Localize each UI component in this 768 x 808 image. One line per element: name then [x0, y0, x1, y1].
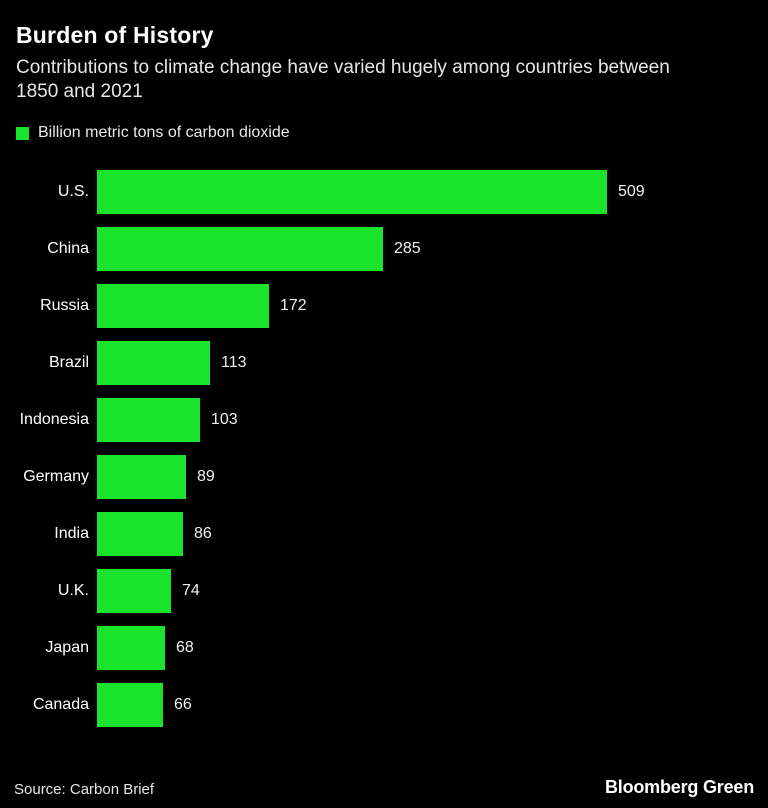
value-label: 89 [197, 467, 215, 485]
bar [97, 454, 186, 499]
chart-header: Burden of History Contributions to clima… [0, 0, 768, 104]
bar-row: China 285 [0, 220, 768, 277]
bar [97, 568, 171, 613]
bar [97, 625, 165, 670]
value-label: 86 [194, 524, 212, 542]
category-label: India [54, 524, 89, 542]
bar-row: U.K. 74 [0, 562, 768, 619]
chart-footer: Source: Carbon Brief Bloomberg Green [14, 777, 754, 798]
bar-track: 285 [97, 220, 768, 277]
bar-track: 66 [97, 676, 768, 733]
value-label: 113 [221, 353, 247, 371]
value-label: 74 [182, 581, 200, 599]
chart-subtitle: Contributions to climate change have var… [16, 57, 670, 103]
bar-track: 113 [97, 334, 768, 391]
legend: Billion metric tons of carbon dioxide [16, 124, 752, 142]
category-label: Russia [40, 296, 89, 314]
bar-row: Brazil 113 [0, 334, 768, 391]
category-label: U.S. [57, 182, 89, 200]
bar-track: 509 [97, 163, 768, 220]
bar-row: Indonesia 103 [0, 391, 768, 448]
bar [97, 340, 210, 385]
category-label: Brazil [48, 353, 89, 371]
bar [97, 397, 200, 442]
value-label: 66 [174, 695, 192, 713]
bar-track: 86 [97, 505, 768, 562]
bar-row: Russia 172 [0, 277, 768, 334]
value-label: 509 [618, 182, 645, 200]
legend-swatch-icon [16, 126, 29, 140]
value-label: 103 [211, 410, 238, 428]
value-label: 68 [176, 638, 194, 656]
bar-row: U.S. 509 [0, 163, 768, 220]
bar [97, 169, 607, 214]
category-label: Japan [45, 638, 89, 656]
category-label: China [47, 239, 89, 257]
source-note: Source: Carbon Brief [14, 781, 155, 798]
bar [97, 283, 269, 328]
bar [97, 511, 183, 556]
bar-track: 74 [97, 562, 768, 619]
category-label: U.K. [57, 581, 89, 599]
category-label: Indonesia [19, 410, 89, 428]
bar [97, 226, 383, 271]
bar-chart: U.S. 509 China 285 Russia 172 Brazil [0, 163, 768, 733]
chart-title: Burden of History [16, 22, 214, 48]
legend-label: Billion metric tons of carbon dioxide [38, 124, 290, 142]
category-label: Germany [23, 467, 89, 485]
bar-row: Japan 68 [0, 619, 768, 676]
bar-row: Canada 66 [0, 676, 768, 733]
bloomberg-green-logo: Bloomberg Green [604, 777, 754, 797]
bar-track: 89 [97, 448, 768, 505]
bar-row: India 86 [0, 505, 768, 562]
value-label: 285 [394, 239, 421, 257]
category-label: Canada [32, 695, 89, 713]
bar [97, 682, 163, 727]
bar-row: Germany 89 [0, 448, 768, 505]
value-label: 172 [280, 296, 307, 314]
bar-track: 68 [97, 619, 768, 676]
bar-track: 172 [97, 277, 768, 334]
bar-track: 103 [97, 391, 768, 448]
